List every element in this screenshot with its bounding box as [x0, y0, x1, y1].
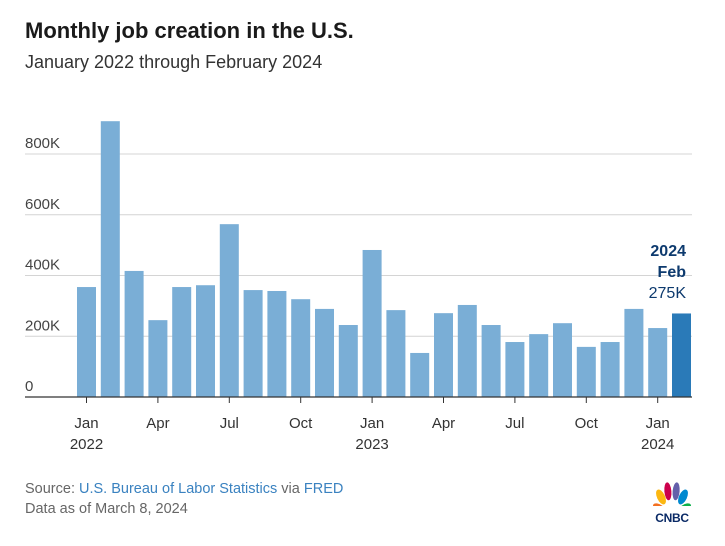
annotation-month: Feb [658, 264, 687, 281]
bar [672, 313, 691, 397]
bar [553, 323, 572, 397]
bar [434, 313, 453, 397]
source-line: Source: U.S. Bureau of Labor Statistics … [25, 481, 343, 497]
peacock-icon [653, 482, 691, 515]
x-tick-label: Jan [646, 415, 670, 432]
bar [196, 285, 215, 397]
y-tick-label: 600K [25, 196, 60, 213]
y-tick-label: 200K [25, 317, 60, 334]
bar [77, 287, 96, 397]
y-tick-label: 400K [25, 257, 60, 274]
via-text: via [277, 481, 304, 497]
x-tick-label: Apr [432, 415, 455, 432]
source-label: Source: [25, 481, 79, 497]
bar [362, 249, 382, 397]
x-tick-year: 2022 [70, 436, 103, 453]
bar [338, 325, 358, 397]
bar [267, 290, 287, 397]
bar [291, 299, 311, 397]
bar [481, 325, 501, 397]
x-tick-label: Oct [289, 415, 313, 432]
y-tick-label: 0 [25, 378, 33, 395]
x-tick-label: Jan [360, 415, 384, 432]
x-tick-label: Apr [146, 415, 169, 432]
fred-link[interactable]: FRED [303, 481, 344, 497]
x-tick-label: Jan [74, 415, 98, 432]
bar [124, 270, 144, 397]
bar [600, 342, 620, 397]
annotation-year: 2024 [650, 243, 686, 260]
annotation-value: 275K [649, 285, 687, 302]
bar [172, 287, 192, 397]
bar [457, 304, 477, 397]
x-tick-year: 2024 [641, 436, 674, 453]
y-tick-label: 800K [25, 135, 60, 152]
bar [624, 308, 644, 397]
bar [410, 352, 430, 397]
x-tick-year: 2023 [355, 436, 388, 453]
bar [386, 310, 406, 397]
bar [529, 334, 549, 397]
cnbc-logo-text: CNBC [655, 511, 689, 525]
bar [243, 290, 263, 397]
x-tick-label: Oct [575, 415, 599, 432]
data-as-of: Data as of March 8, 2024 [25, 501, 188, 517]
bar [505, 342, 525, 397]
bar [648, 328, 668, 397]
bar [315, 308, 334, 397]
cnbc-logo: CNBC [652, 482, 692, 525]
bar [148, 320, 168, 397]
bls-link[interactable]: U.S. Bureau of Labor Statistics [79, 481, 278, 497]
bar [576, 346, 596, 397]
chart-title: Monthly job creation in the U.S. [25, 18, 354, 43]
bar [100, 121, 120, 397]
x-tick-label: Jul [220, 415, 239, 432]
x-tick-label: Jul [505, 415, 524, 432]
bar [219, 224, 239, 397]
chart-subtitle: January 2022 through February 2024 [25, 52, 323, 72]
